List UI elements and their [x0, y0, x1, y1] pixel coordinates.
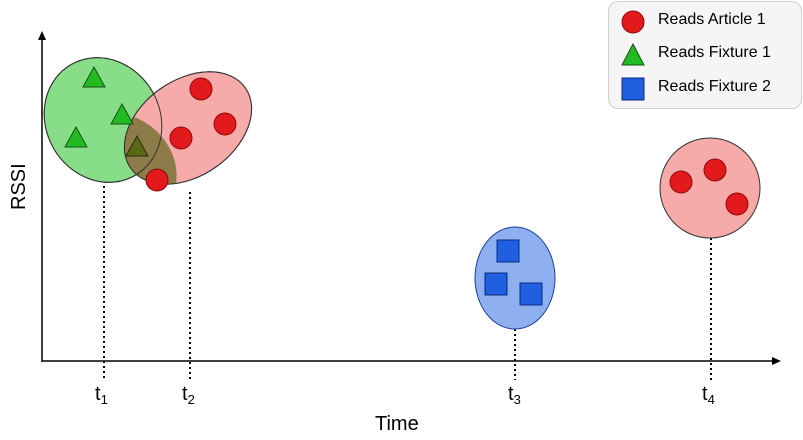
fixture1-cluster-t1-outline — [43, 57, 163, 183]
time-tick-t2: t2 — [182, 383, 195, 407]
time-tick-t1: t1 — [95, 383, 108, 407]
fixture1-read-triangle — [82, 65, 106, 88]
x-axis-label: Time — [375, 413, 419, 435]
legend-label: Reads Fixture 1 — [658, 44, 771, 61]
y-axis-label: RSSI — [8, 163, 30, 210]
y-axis-arrowhead — [38, 31, 46, 40]
blue-square-icon — [621, 77, 645, 101]
fixture1-read-triangle — [110, 102, 134, 125]
fixture2-read-square — [484, 272, 508, 296]
article1-read-circle — [703, 158, 727, 182]
red-circle-icon — [621, 10, 645, 34]
legend-item-fixture1: Reads Fixture 1 — [609, 39, 803, 69]
article1-read-circle — [725, 192, 749, 216]
x-axis-arrowhead — [772, 357, 781, 365]
fixture2-read-square — [496, 239, 520, 263]
legend: Reads Article 1 Reads Fixture 1 Reads Fi… — [608, 1, 802, 109]
time-tick-t3: t3 — [508, 383, 521, 407]
article1-read-circle — [169, 126, 193, 150]
article1-read-circle — [669, 170, 693, 194]
fixture1-read-triangle — [64, 125, 88, 148]
legend-label: Reads Fixture 2 — [658, 78, 771, 95]
article1-cluster-t2-outline — [123, 71, 253, 185]
article1-read-circle — [189, 77, 213, 101]
legend-item-article1: Reads Article 1 — [609, 6, 803, 36]
fixture1-read-triangle-overlap — [125, 134, 149, 157]
legend-item-fixture2: Reads Fixture 2 — [609, 73, 803, 103]
fixture2-read-square — [519, 282, 543, 306]
legend-label: Reads Article 1 — [658, 11, 766, 28]
article1-read-circle — [145, 168, 169, 192]
green-triangle-icon — [621, 42, 645, 66]
time-tick-t4: t4 — [702, 383, 715, 407]
article1-read-circle — [213, 112, 237, 136]
